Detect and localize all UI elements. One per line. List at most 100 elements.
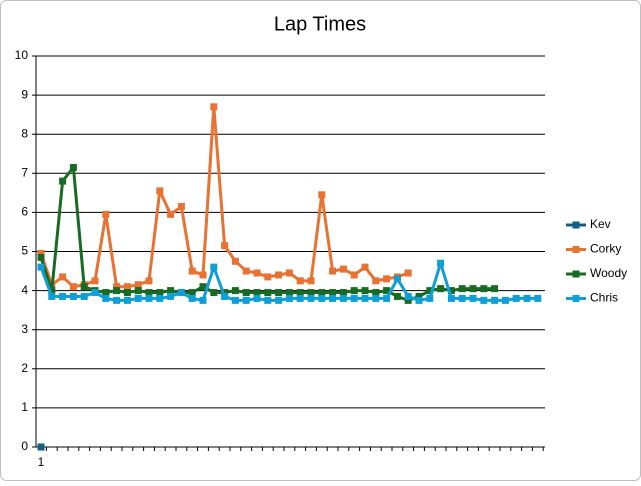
data-point [329,294,337,302]
data-point [372,277,380,285]
data-point [426,294,434,302]
data-point [37,263,45,271]
data-point [275,289,283,297]
y-tick-label: 2 [21,361,28,375]
y-tick-label: 9 [21,87,28,101]
data-point [48,292,56,300]
y-tick-label: 5 [21,244,28,258]
data-point [469,294,477,302]
data-point [242,296,250,304]
data-point [329,289,337,297]
data-point [145,294,153,302]
data-point [102,289,110,297]
data-point [501,296,509,304]
data-point [167,292,175,300]
data-point [307,289,315,297]
data-point [350,271,358,279]
data-point [134,294,142,302]
data-point [491,296,499,304]
data-point [264,296,272,304]
data-point [113,296,121,304]
y-tick-label: 6 [21,205,28,219]
data-point [318,294,326,302]
data-point [123,289,131,297]
data-point [307,277,315,285]
x-tick-label: 1 [38,455,45,469]
data-point [361,287,369,295]
data-point [491,285,499,293]
y-tick-label: 4 [21,283,28,297]
data-point [253,294,261,302]
data-point [188,289,196,297]
data-point [210,263,218,271]
data-point [523,294,531,302]
data-point [145,277,153,285]
data-point [253,269,261,277]
data-point [372,294,380,302]
legend-marker [572,221,580,229]
data-point [534,294,542,302]
data-point [285,294,293,302]
y-tick-label: 7 [21,165,28,179]
data-point [458,294,466,302]
data-point [48,287,56,295]
legend-marker [572,246,580,253]
data-point [134,287,142,295]
data-point [188,294,196,302]
data-point [134,281,142,289]
data-point [37,253,45,261]
data-point [307,294,315,302]
data-point [210,103,218,111]
data-point [69,283,77,291]
data-point [156,187,164,195]
data-point [339,265,347,273]
data-point [113,287,121,295]
y-tick-label: 0 [21,439,28,453]
legend-label: Woody [590,266,627,280]
data-point [199,271,207,279]
data-point [447,294,455,302]
data-point [404,292,412,300]
data-point [156,294,164,302]
data-point [383,275,391,283]
data-point [69,292,77,300]
data-point [145,289,153,297]
data-point [318,289,326,297]
data-point [393,292,401,300]
legend-label: Kev [590,217,611,231]
data-point [156,289,164,297]
data-point [242,289,250,297]
data-point [372,289,380,297]
data-point [480,296,488,304]
legend-marker [572,270,580,278]
data-point [339,294,347,302]
data-point [383,294,391,302]
data-point [80,292,88,300]
data-point [167,210,175,218]
data-point [512,294,520,302]
y-tick-label: 8 [21,126,28,140]
data-point [210,289,218,297]
data-point [231,287,239,295]
data-point [296,277,304,285]
legend-label: Chris [590,291,618,305]
chart-title: Lap Times [274,13,366,35]
y-tick-label: 3 [21,322,28,336]
data-point [318,191,326,199]
data-point [102,294,110,302]
data-point [102,210,110,218]
data-point [59,177,67,185]
legend-marker [572,295,580,302]
data-point [37,443,45,451]
data-point [437,285,445,293]
data-point [91,277,99,285]
data-point [221,242,229,250]
y-tick-label: 1 [21,400,28,414]
data-point [285,289,293,297]
data-point [177,289,185,297]
data-point [231,296,239,304]
legend-label: Corky [590,242,621,256]
data-point [188,267,196,275]
data-point [59,292,67,300]
data-point [426,287,434,295]
